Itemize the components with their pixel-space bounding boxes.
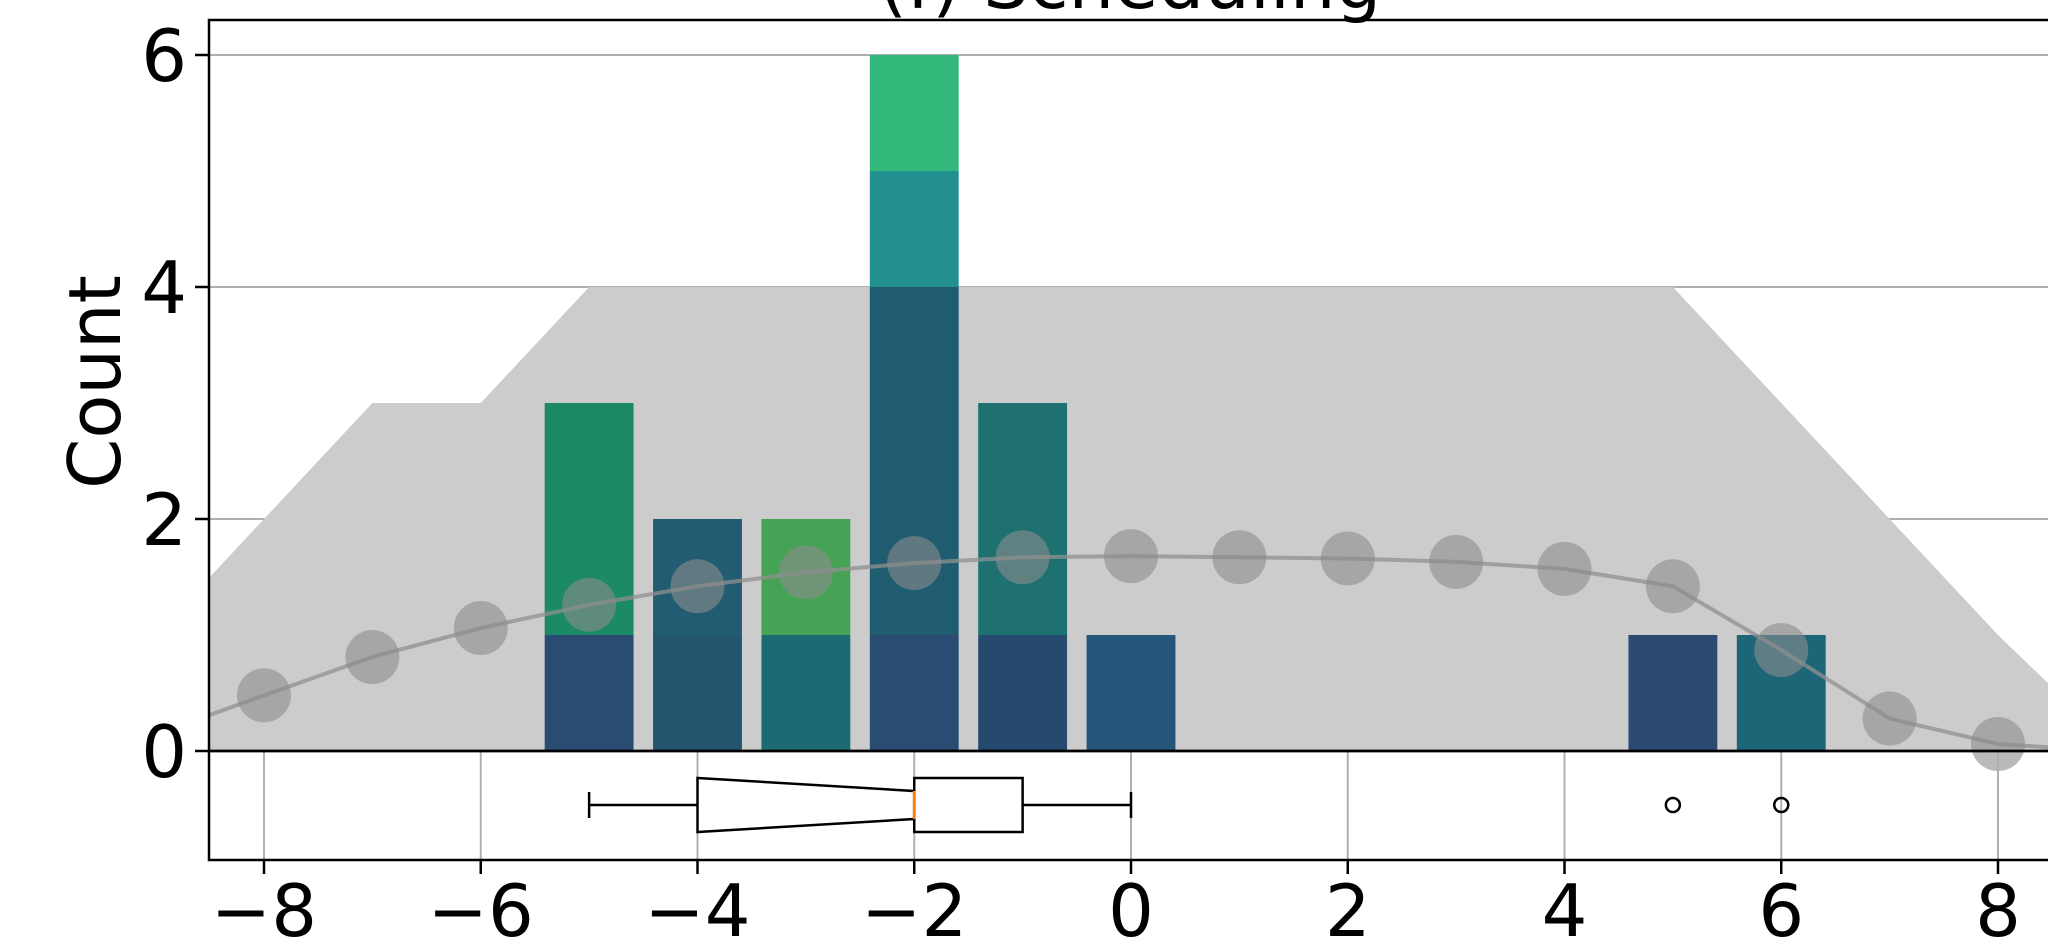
bar-segment [1086,635,1176,751]
box-outlier [1773,796,1790,814]
density-point [1971,717,2025,772]
bar-segment [869,635,959,751]
density-point [1862,691,1917,746]
y-tick-label: 0 [141,710,187,794]
bar-segment [761,635,851,751]
x-tick-label: −2 [861,869,967,944]
bar-segment [978,635,1068,751]
x-tick-label: 8 [1975,869,2021,944]
density-point [1320,531,1375,586]
x-tick-label: −6 [428,869,534,944]
density-point [887,536,942,591]
density-point [1104,529,1158,584]
bar-segment [1628,635,1718,751]
x-tick-label: −8 [211,869,317,944]
density-point [345,630,400,685]
density-point [237,668,291,723]
x-tick-label: 2 [1325,869,1371,944]
density-point [562,577,617,632]
density-point [1754,623,1809,678]
density-point [995,530,1050,585]
density-point [453,601,508,656]
density-point [1645,559,1700,614]
y-tick-label: 6 [141,14,187,98]
y-tick-label: 2 [141,478,187,562]
density-point [1537,541,1592,596]
density-point [778,545,833,600]
bar-segment [978,403,1068,635]
x-tick-label: 6 [1758,869,1804,944]
x-tick-label: −4 [644,869,750,944]
y-tick-label: 4 [141,246,187,330]
density-point [1429,534,1484,589]
bar-segment [869,171,959,287]
box-body [696,776,1024,834]
bar-segment [544,635,634,751]
bar-segment [869,55,959,171]
x-tick-label: 0 [1108,869,1154,944]
box-outlier [1664,796,1682,814]
y-axis-label: Count [53,275,137,489]
density-point [1212,530,1267,585]
density-point [670,559,725,614]
bar-segment [653,635,742,751]
x-tick-label: 4 [1542,869,1588,944]
